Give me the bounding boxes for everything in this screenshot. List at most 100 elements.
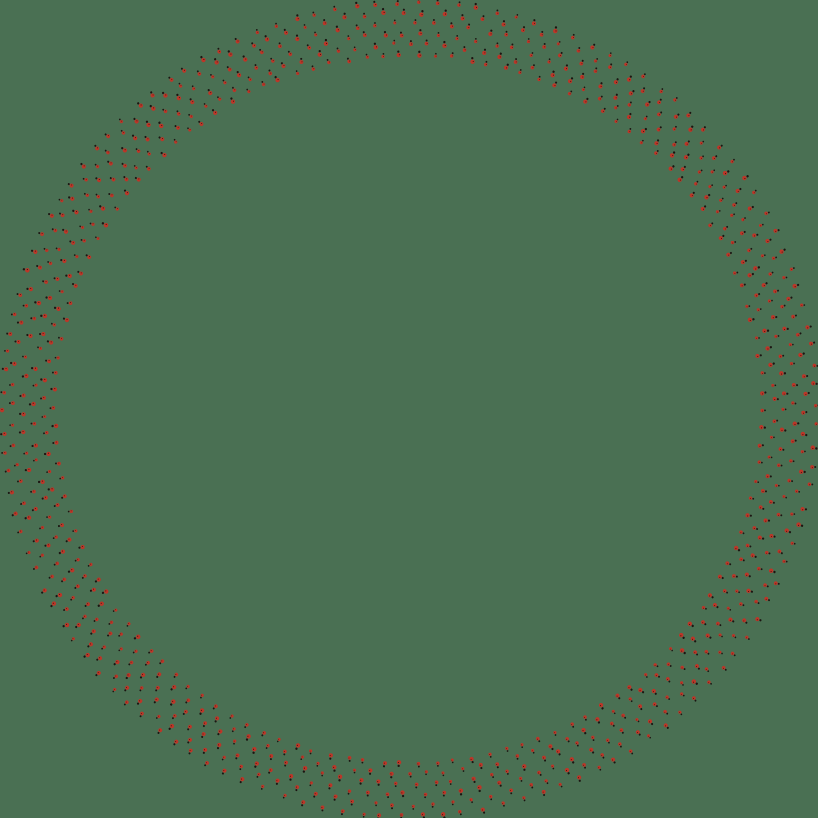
ladybug-dot [683,139,692,147]
ladybug-dot [396,50,402,58]
ladybug-dot [781,494,788,500]
ladybug-dot [588,746,596,755]
ladybug-dot [798,469,806,475]
ladybug-dot [376,779,381,786]
ladybug-dot [597,81,604,89]
ladybug-dot [539,30,545,38]
ladybug-dot [339,808,346,816]
ladybug-dot [122,175,130,183]
ladybug-dot [700,125,708,133]
ladybug-dot [322,18,327,26]
ladybug-dot [367,768,373,776]
ladybug-dot [541,755,548,763]
ladybug-dot [35,263,43,271]
ladybug-dot [739,229,747,236]
ladybug-dot [791,282,800,289]
ladybug-dot [117,646,124,653]
ladybug-dot [345,56,352,64]
ladybug-dot [746,271,755,279]
ladybug-dot [759,390,767,396]
ladybug-dot [9,423,15,427]
ladybug-dot [473,37,478,44]
ladybug-dot [691,695,698,703]
ladybug-dot [679,164,688,173]
ladybug-dot [234,752,241,760]
ladybug-dot [442,9,449,17]
ladybug-dot [42,246,50,253]
ladybug-dot [156,120,165,129]
ladybug-dot [161,107,168,114]
ladybug-dot [626,684,634,692]
ladybug-dot [181,709,189,716]
ladybug-dot [756,566,763,572]
ladybug-dot [488,752,493,759]
ladybug-dot [795,521,804,529]
ladybug-dot [555,748,562,757]
ladybug-dot [764,344,773,352]
ladybug-dot [717,650,724,656]
ladybug-dot [782,326,789,332]
ladybug-dot [184,697,191,705]
ladybug-dot [52,534,59,541]
ladybug-dot [790,438,798,444]
ladybug-dot [501,19,507,27]
ladybug-dot [148,103,157,112]
ladybug-dot [79,161,87,170]
ladybug-dot [458,788,464,796]
ladybug-dot [226,49,234,58]
ladybug-dot [564,767,572,776]
ladybug-dot [504,746,510,753]
ladybug-dot [640,72,647,79]
ladybug-dot [718,233,726,241]
ladybug-dot [399,812,404,818]
ladybug-dot [731,201,739,208]
ladybug-dot [722,588,729,595]
ladybug-dot [112,608,118,613]
ladybug-dot [528,782,535,790]
ladybug-dot [665,676,672,684]
ladybug-dot [626,100,633,108]
ladybug-dot [457,809,463,816]
ladybug-dot [97,203,107,212]
ladybug-dot [676,174,685,183]
ladybug-dot [703,192,712,201]
ladybug-dot [308,780,314,787]
ladybug-dot [132,164,139,171]
ladybug-dot [576,46,582,54]
ladybug-dot [19,501,27,507]
ladybug-dot [730,240,737,245]
ladybug-dot [390,803,394,810]
ladybug-dot [332,794,339,802]
ladybug-dot [198,54,207,64]
ladybug-dot [60,576,67,584]
ladybug-dot [740,258,748,265]
ladybug-dot [744,571,752,579]
ladybug-dot [617,741,623,749]
ladybug-dot [81,614,88,621]
ladybug-dot [50,321,57,328]
ladybug-dot [593,57,599,64]
ladybug-dot [381,760,388,768]
ladybug-dot [54,356,60,360]
ladybug-dot [50,386,58,392]
ladybug-dot [802,390,811,397]
ladybug-dot [451,800,455,806]
ladybug-dot [756,307,763,312]
ladybug-dot [430,802,435,808]
ladybug-dot [167,723,176,732]
ladybug-dot [779,427,787,433]
ladybug-dot [699,139,705,146]
ladybug-dot [71,281,79,289]
ladybug-dot [119,145,128,154]
ladybug-dot [503,62,511,71]
ladybug-dot [686,620,695,629]
ladybug-dot [83,191,90,198]
ladybug-dot [159,150,168,159]
ladybug-dot [556,40,562,47]
ladybug-dot [52,440,59,446]
ladybug-dot [72,529,78,533]
ladybug-dot [51,423,59,429]
ladybug-dot [312,791,319,799]
ladybug-dot [747,316,755,323]
ladybug-dot [393,781,398,788]
